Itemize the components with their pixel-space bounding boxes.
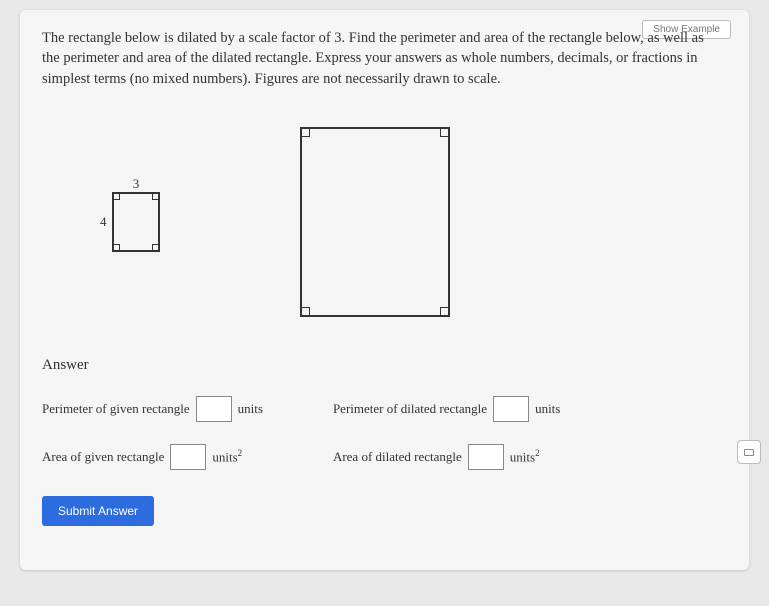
- right-angle-mark: [114, 244, 120, 250]
- right-angle-mark: [440, 129, 448, 137]
- right-angle-mark: [302, 307, 310, 315]
- answer-fields: Perimeter of given rectangle units Area …: [42, 396, 727, 470]
- area-dilated-field: Area of dilated rectangle units2: [333, 444, 560, 470]
- perimeter-dilated-field: Perimeter of dilated rectangle units: [333, 396, 560, 422]
- unit-label: units2: [510, 448, 540, 465]
- perimeter-dilated-input[interactable]: [493, 396, 529, 422]
- right-angle-mark: [114, 194, 120, 200]
- perimeter-given-input[interactable]: [196, 396, 232, 422]
- unit-label: units: [238, 401, 263, 417]
- area-dilated-input[interactable]: [468, 444, 504, 470]
- right-angle-mark: [152, 194, 158, 200]
- original-height-label: 4: [100, 214, 107, 230]
- original-width-label: 3: [133, 176, 140, 192]
- answer-heading: Answer: [42, 357, 727, 374]
- field-label: Area of given rectangle: [42, 449, 164, 465]
- original-rectangle: 3 4: [112, 192, 160, 252]
- figures-area: 3 4: [42, 107, 727, 347]
- area-given-field: Area of given rectangle units2: [42, 444, 263, 470]
- right-angle-mark: [152, 244, 158, 250]
- submit-answer-button[interactable]: Submit Answer: [42, 496, 154, 526]
- field-label: Perimeter of dilated rectangle: [333, 401, 487, 417]
- right-angle-mark: [440, 307, 448, 315]
- problem-card: Show Example The rectangle below is dila…: [20, 10, 749, 570]
- keyboard-icon[interactable]: [737, 440, 761, 464]
- perimeter-given-field: Perimeter of given rectangle units: [42, 396, 263, 422]
- problem-text: The rectangle below is dilated by a scal…: [42, 28, 722, 89]
- unit-label: units2: [212, 448, 242, 465]
- unit-label: units: [535, 401, 560, 417]
- field-label: Perimeter of given rectangle: [42, 401, 190, 417]
- area-given-input[interactable]: [170, 444, 206, 470]
- field-label: Area of dilated rectangle: [333, 449, 462, 465]
- dilated-rectangle: [300, 127, 450, 317]
- right-angle-mark: [302, 129, 310, 137]
